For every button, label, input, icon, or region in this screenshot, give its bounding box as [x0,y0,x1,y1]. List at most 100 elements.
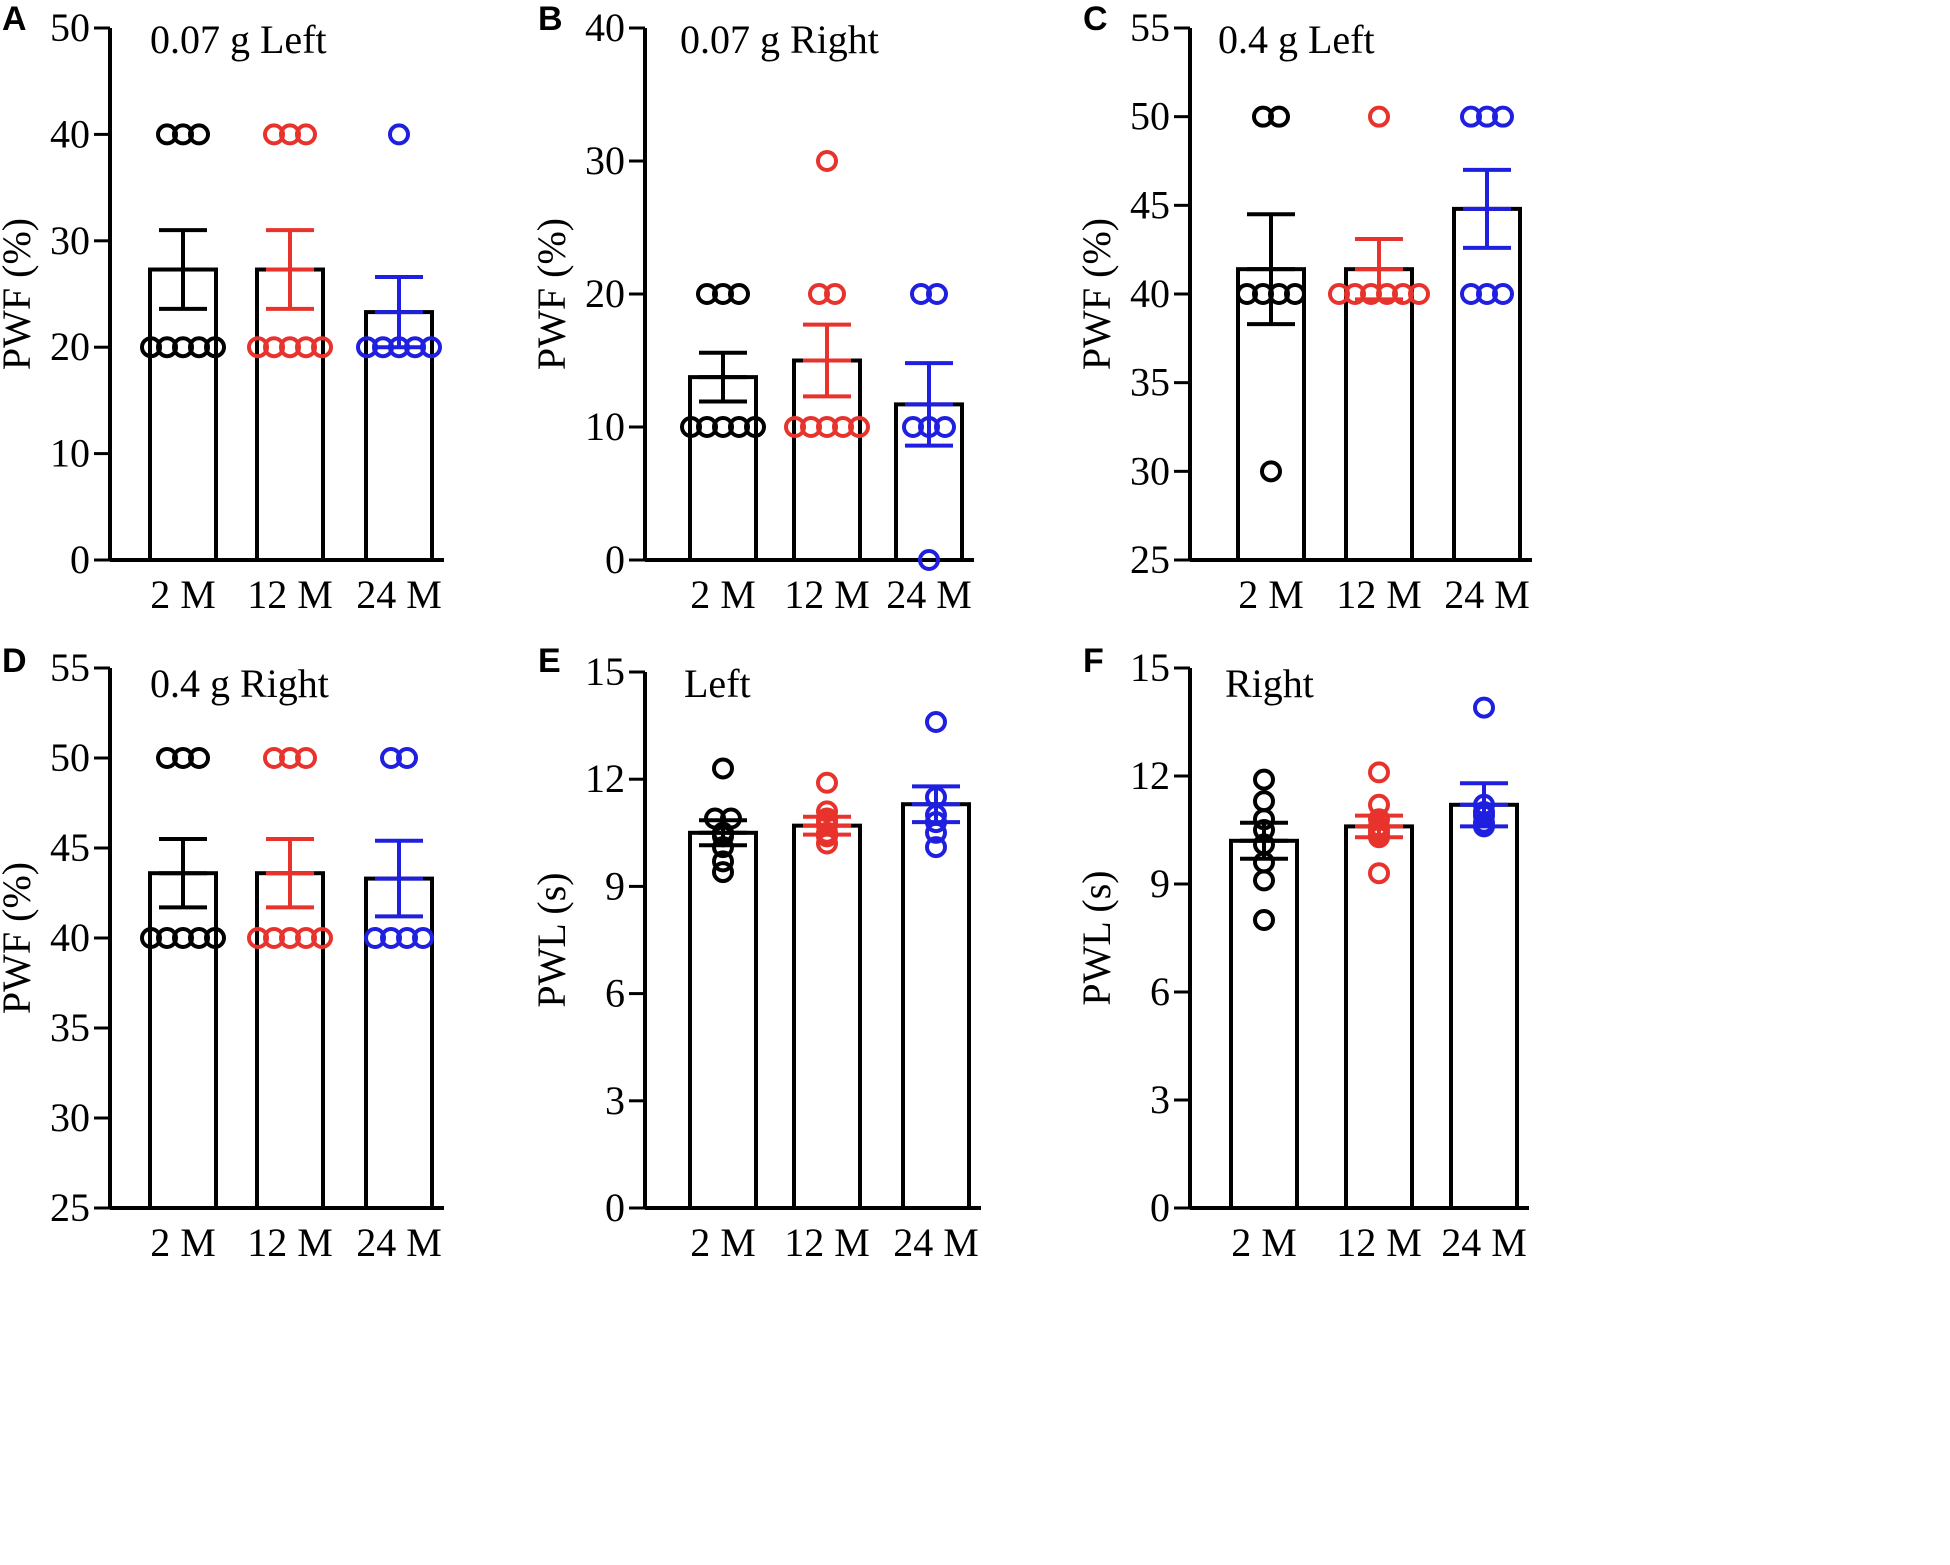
y-tick-label: 35 [1130,360,1170,405]
data-point [712,757,734,780]
panel-letter: F [1083,642,1104,680]
y-tick-label: 55 [1130,5,1170,50]
y-axis-title: PWF (%) [529,218,574,370]
y-tick-label: 50 [50,735,90,780]
bar-24m [1449,802,1519,1210]
data-point [816,771,838,794]
data-point [1492,283,1514,305]
y-tick-label: 3 [605,1078,625,1123]
y-tick-label: 30 [585,138,625,183]
y-tick-label: 30 [1130,448,1170,493]
y-tick-label: 30 [50,218,90,263]
y-tick-label: 25 [1130,537,1170,582]
panel-c: C 25 30 35 40 45 50 55 PWF (%) 0.4 g Left 2 M 12 M 2… [1074,0,1532,617]
y-tick-label: 6 [605,971,625,1016]
y-tick-label: 10 [50,431,90,476]
x-category-label: 2 M [150,572,216,617]
panel-letter: A [2,0,27,38]
panel-f: F 0 3 6 9 12 15 PWL (s) Right 2 M 12 M 24 M [1074,642,1529,1265]
data-point [848,416,870,438]
data-point [1492,105,1514,128]
x-category-label: 2 M [690,1220,756,1265]
y-tick-label: 40 [585,5,625,50]
data-point [295,747,317,769]
data-point [396,747,418,769]
data-point [744,416,766,438]
panel-d: D 25 30 35 40 45 50 55 PWF (%) 0.4 g Right 2 M 12 M… [0,642,444,1265]
data-point [712,836,734,859]
panel-title: 0.4 g Left [1218,17,1375,62]
bar-12m [255,871,325,1210]
x-category-label: 24 M [1444,572,1530,617]
data-point [824,283,846,305]
panel-title: 0.07 g Right [680,17,879,62]
y-tick-label: 35 [50,1005,90,1050]
y-tick-label: 50 [50,5,90,50]
panel-e: E 0 3 6 9 12 15 PWL (s) Left 2 M 12 M 24 M [529,642,981,1265]
y-tick-label: 20 [585,271,625,316]
data-point [1368,761,1390,784]
x-category-label: 12 M [1336,1220,1422,1265]
x-category-label: 2 M [150,1220,216,1265]
y-tick-label: 40 [50,111,90,156]
y-tick-label: 9 [605,863,625,908]
data-point [311,927,333,949]
bar-12m [792,823,862,1210]
bar-2m [688,375,758,562]
data-point [1253,790,1275,813]
y-tick-label: 45 [1130,182,1170,227]
data-point [1473,804,1495,827]
panel-letter: B [538,0,563,38]
data-point [188,123,210,146]
data-point [712,850,734,873]
bar-24m [901,802,971,1210]
x-category-label: 12 M [1336,572,1422,617]
x-category-label: 2 M [690,572,756,617]
bar-24m [1452,206,1522,562]
y-axis-title: PWF (%) [0,862,39,1014]
y-tick-label: 30 [50,1095,90,1140]
y-tick-label: 3 [1150,1077,1170,1122]
data-point [816,825,838,848]
data-point [420,336,442,359]
y-tick-label: 40 [1130,271,1170,316]
data-point [1253,909,1275,931]
data-point [816,150,838,172]
bar-2m [688,830,758,1210]
panel-title: Left [684,661,751,706]
panel-letter: D [2,642,27,680]
data-point [1368,793,1390,816]
data-point [925,821,947,844]
data-point [1260,460,1282,483]
bar-2m [148,267,218,562]
data-point [1368,826,1390,849]
data-point [816,800,838,823]
data-point [925,811,947,834]
data-point [1253,768,1275,791]
y-tick-label: 12 [585,756,625,801]
data-point [1284,283,1306,305]
x-category-label: 2 M [1231,1220,1297,1265]
x-category-label: 2 M [1238,572,1304,617]
y-tick-label: 20 [50,324,90,369]
y-tick-label: 50 [1130,94,1170,139]
data-point [712,861,734,884]
bar-12m [255,267,325,562]
data-point [388,123,410,146]
y-axis-title: PWF (%) [1074,218,1119,370]
y-tick-label: 15 [1130,645,1170,690]
x-category-label: 24 M [356,1220,442,1265]
data-point [816,832,838,855]
data-point [412,927,434,949]
data-point [204,336,226,359]
data-point [925,836,947,859]
y-tick-label: 6 [1150,969,1170,1014]
y-tick-label: 0 [70,537,90,582]
data-point [1368,105,1390,128]
data-point [311,336,333,359]
bar-2m [148,871,218,1210]
data-point [1473,815,1495,838]
data-point [1408,283,1430,305]
y-tick-label: 0 [605,537,625,582]
panel-title: 0.07 g Left [150,17,327,62]
